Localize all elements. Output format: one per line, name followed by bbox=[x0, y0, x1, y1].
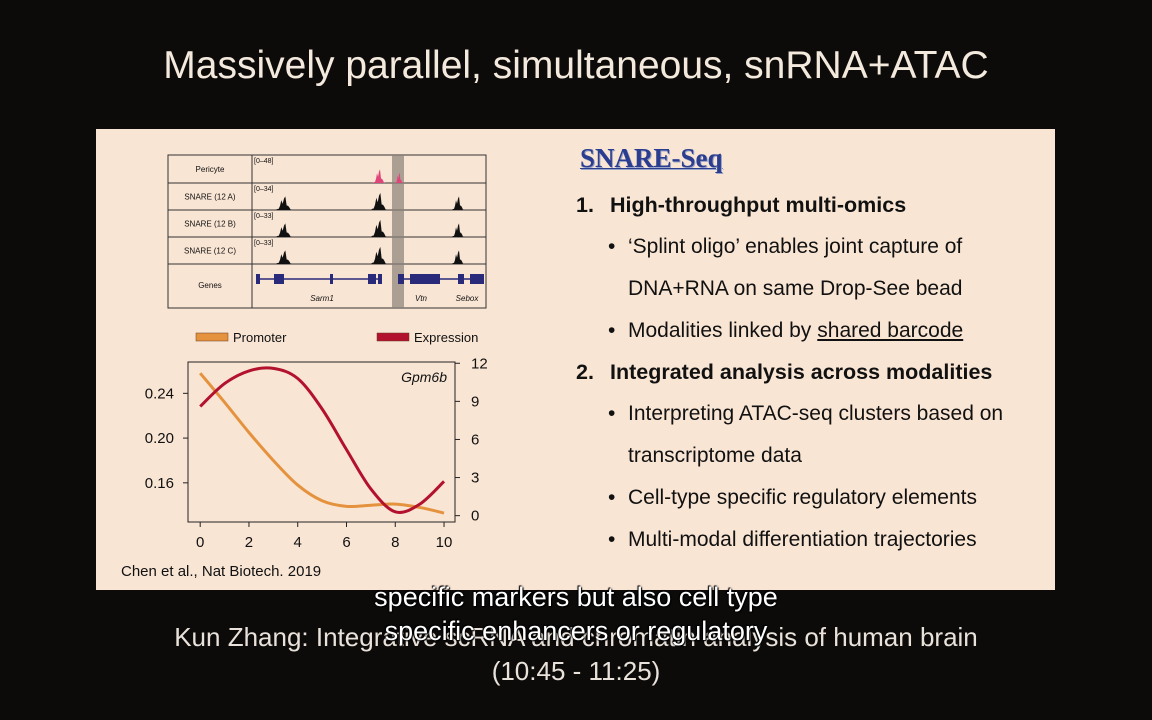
legend-label: Expression bbox=[414, 330, 478, 345]
y2-tick-label: 9 bbox=[471, 393, 479, 410]
x-tick-label: 2 bbox=[245, 534, 253, 551]
track-peak bbox=[452, 196, 464, 210]
gene-name: Sebox bbox=[456, 294, 480, 303]
x-tick-label: 8 bbox=[391, 534, 399, 551]
exon bbox=[398, 274, 404, 284]
highlight-band bbox=[392, 155, 404, 308]
list-item: 1. High-throughput multi-omics bbox=[576, 193, 906, 218]
track-label: SNARE (12 B) bbox=[184, 220, 236, 229]
slide-title: Massively parallel, simultaneous, snRNA+… bbox=[163, 44, 989, 87]
bullet: ‘Splint oligo’ enables joint capture of … bbox=[608, 226, 1028, 310]
bullet-text: ‘Splint oligo’ enables joint capture of … bbox=[628, 235, 963, 300]
x-tick-label: 10 bbox=[436, 534, 453, 551]
x-tick-label: 6 bbox=[342, 534, 350, 551]
chart-annotation: Gpm6b bbox=[401, 369, 447, 385]
y2-tick-label: 12 bbox=[471, 355, 488, 372]
bullet-text: ‘Splint oligo’ enables joint capture of … bbox=[628, 226, 1028, 310]
track-peak bbox=[371, 219, 387, 237]
plot-frame bbox=[187, 361, 456, 523]
exon bbox=[256, 274, 260, 284]
bullet: Cell-type specific regulatory elements bbox=[608, 477, 1028, 519]
exon bbox=[368, 274, 376, 284]
line-series bbox=[199, 366, 446, 514]
exon bbox=[378, 274, 382, 284]
item-text: Integrated analysis across modalities bbox=[610, 360, 993, 384]
track-peak bbox=[371, 192, 387, 210]
track-label: Pericyte bbox=[196, 165, 225, 174]
bullet-text: Interpreting ATAC-seq clusters based on … bbox=[628, 402, 1004, 467]
y2-tick-label: 3 bbox=[471, 470, 479, 487]
bullet-text: Interpreting ATAC-seq clusters based on … bbox=[628, 393, 1028, 477]
y2-tick-label: 0 bbox=[471, 508, 479, 525]
item-number: 2. bbox=[576, 360, 594, 384]
gene-name: Sarm1 bbox=[310, 294, 334, 303]
track-label: SNARE (12 A) bbox=[184, 193, 235, 202]
track-peak bbox=[395, 172, 403, 183]
legend-swatch bbox=[195, 332, 229, 342]
bullet-text: Modalities linked by bbox=[628, 319, 812, 342]
footer-speaker: Kun Zhang: Integrative scRNA and chromat… bbox=[174, 622, 978, 652]
track-peak bbox=[276, 223, 292, 237]
gene-name: Vtn bbox=[415, 294, 428, 303]
track-peak bbox=[276, 196, 292, 210]
x-tick-label: 4 bbox=[294, 534, 302, 551]
track-range: [0–34] bbox=[254, 186, 274, 193]
bullet: Multi-modal differentiation trajectories bbox=[608, 519, 1028, 561]
bullet-text: Multi-modal differentiation trajectories bbox=[628, 528, 977, 551]
exon bbox=[274, 274, 284, 284]
y-tick-label: 0.24 bbox=[145, 385, 174, 402]
track-peak bbox=[373, 169, 385, 183]
bullet: Interpreting ATAC-seq clusters based on … bbox=[608, 393, 1028, 477]
y2-tick-label: 6 bbox=[471, 431, 479, 448]
track-peak bbox=[452, 250, 464, 264]
track-peak bbox=[371, 246, 387, 264]
subtitle: specific enhancers or regulatory bbox=[384, 616, 768, 646]
line-series bbox=[199, 372, 445, 515]
subtitle: specific markers but also cell type bbox=[374, 582, 778, 612]
x-tick-label: 0 bbox=[196, 534, 204, 551]
y-tick-label: 0.16 bbox=[145, 475, 174, 492]
track-peak bbox=[276, 250, 292, 264]
legend-label: Promoter bbox=[233, 330, 287, 345]
footer-time: (10:45 - 11:25) bbox=[491, 656, 661, 686]
genes-label: Genes bbox=[198, 281, 222, 290]
track-range: [0–48] bbox=[254, 158, 274, 165]
item-text: High-throughput multi-omics bbox=[610, 193, 907, 217]
item-number: 1. bbox=[576, 193, 594, 217]
y-tick-label: 0.20 bbox=[145, 430, 174, 447]
track-range: [0–33] bbox=[254, 213, 274, 220]
bullet-text: Cell-type specific regulatory elements bbox=[628, 486, 977, 509]
underlined-text: shared barcode bbox=[817, 319, 964, 342]
browser-frame bbox=[167, 154, 487, 309]
exon bbox=[470, 274, 484, 284]
exon bbox=[410, 274, 440, 284]
citation: Chen et al., Nat Biotech. 2019 bbox=[121, 563, 322, 580]
track-label: SNARE (12 C) bbox=[184, 247, 236, 256]
panel-heading: SNARE-Seq bbox=[580, 143, 723, 173]
track-peak bbox=[452, 223, 464, 237]
exon bbox=[458, 274, 464, 284]
legend-swatch bbox=[376, 332, 410, 342]
bullet-text: Cell-type specific regulatory elements bbox=[628, 477, 1028, 519]
bullet-text: Multi-modal differentiation trajectories bbox=[628, 519, 1028, 561]
list-item: 2. Integrated analysis across modalities bbox=[576, 360, 992, 385]
track-range: [0–33] bbox=[254, 240, 274, 247]
exon bbox=[330, 274, 333, 284]
